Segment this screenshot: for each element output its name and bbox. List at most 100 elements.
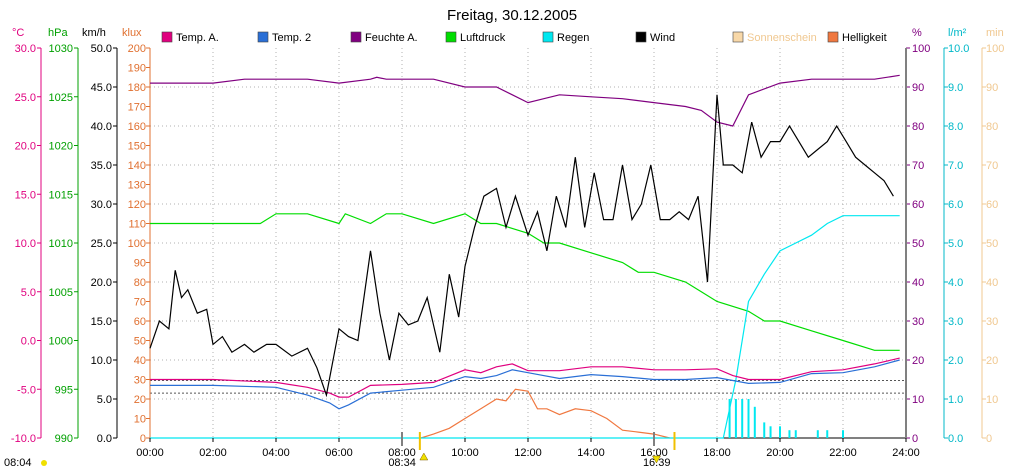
axis-unit-pressure: hPa <box>48 27 68 39</box>
series-line-feuchte-a <box>150 74 900 127</box>
y-tick-light: 70 <box>134 297 146 309</box>
x-tick-label: 08:00 <box>388 447 416 459</box>
x-tick-label: 00:00 <box>136 447 164 459</box>
y-tick-light: 50 <box>134 336 146 348</box>
y-tick-light: 100 <box>128 238 146 250</box>
y-tick-humidity: 10 <box>912 394 924 406</box>
axis-unit-sunshine: min <box>986 27 1004 39</box>
y-tick-rain: 9.0 <box>948 82 963 94</box>
y-tick-rain: 6.0 <box>948 199 963 211</box>
legend-label: Regen <box>557 32 589 44</box>
y-tick-pressure: 1015 <box>49 189 73 201</box>
y-tick-sunshine: 40 <box>986 277 998 289</box>
y-tick-light: 200 <box>128 43 146 55</box>
y-tick-sunshine: 50 <box>986 238 998 250</box>
y-tick-light: 150 <box>128 141 146 153</box>
axis-unit-rain: l/m² <box>948 27 967 39</box>
y-tick-pressure: 990 <box>55 433 73 445</box>
y-tick-light: 60 <box>134 316 146 328</box>
x-tick-label: 22:00 <box>829 447 857 459</box>
legend-item: Luftdruck <box>445 31 506 44</box>
y-tick-wind: 45.0 <box>91 82 112 94</box>
x-tick-label: 20:00 <box>766 447 794 459</box>
legend-label: Sonnenschein <box>747 32 817 44</box>
legend-label: Luftdruck <box>460 32 506 44</box>
legend-item: Wind <box>635 31 675 44</box>
y-tick-light: 10 <box>134 414 146 426</box>
y-tick-light: 90 <box>134 258 146 270</box>
legend-swatch <box>542 31 554 43</box>
legend-item: Temp. A. <box>161 31 219 44</box>
x-tick-label: 10:00 <box>451 447 479 459</box>
legend-item: Helligkeit <box>827 31 887 44</box>
x-tick-label: 16:00 <box>640 447 668 459</box>
y-tick-temp: 20.0 <box>15 141 36 153</box>
series-lines <box>149 74 900 439</box>
y-tick-rain: 10.0 <box>948 43 969 55</box>
y-tick-sunshine: 30 <box>986 316 998 328</box>
y-tick-rain: 1.0 <box>948 394 963 406</box>
y-tick-rain: 7.0 <box>948 160 963 172</box>
y-tick-temp: 25.0 <box>15 92 36 104</box>
y-tick-temp: -10.0 <box>11 433 36 445</box>
legend-label: Temp. A. <box>176 32 219 44</box>
y-tick-temp: 15.0 <box>15 189 36 201</box>
series-line-temp-2 <box>150 359 900 410</box>
sun-icon <box>41 460 47 466</box>
y-tick-pressure: 1005 <box>49 287 73 299</box>
y-tick-sunshine: 80 <box>986 121 998 133</box>
series-line-wind <box>149 94 894 398</box>
y-tick-humidity: 40 <box>912 277 924 289</box>
y-tick-rain: 4.0 <box>948 277 963 289</box>
legend-swatch <box>732 31 744 43</box>
axis-unit-wind: km/h <box>82 27 106 39</box>
y-tick-humidity: 0 <box>912 433 918 445</box>
y-tick-rain: 2.0 <box>948 355 963 367</box>
y-tick-temp: -5.0 <box>17 384 36 396</box>
x-tick-label: 18:00 <box>703 447 731 459</box>
y-tick-sunshine: 90 <box>986 82 998 94</box>
y-tick-pressure: 995 <box>55 384 73 396</box>
y-tick-sunshine: 70 <box>986 160 998 172</box>
y-tick-wind: 30.0 <box>91 199 112 211</box>
y-tick-light: 180 <box>128 82 146 94</box>
y-tick-sunshine: 60 <box>986 199 998 211</box>
y-tick-wind: 15.0 <box>91 316 112 328</box>
y-tick-humidity: 20 <box>912 355 924 367</box>
y-tick-light: 120 <box>128 199 146 211</box>
legend-label: Temp. 2 <box>272 32 311 44</box>
y-tick-humidity: 70 <box>912 160 924 172</box>
y-tick-pressure: 1000 <box>49 336 73 348</box>
y-tick-wind: 25.0 <box>91 238 112 250</box>
legend-swatch <box>635 31 647 43</box>
y-tick-humidity: 80 <box>912 121 924 133</box>
y-tick-light: 190 <box>128 63 146 75</box>
y-tick-wind: 20.0 <box>91 277 112 289</box>
y-tick-light: 140 <box>128 160 146 172</box>
y-tick-rain: 5.0 <box>948 238 963 250</box>
axis-unit-light: klux <box>122 27 142 39</box>
y-tick-light: 30 <box>134 375 146 387</box>
legend-swatch <box>445 31 457 43</box>
y-tick-light: 80 <box>134 277 146 289</box>
legend-swatch <box>350 31 362 43</box>
y-tick-temp: 5.0 <box>21 287 36 299</box>
legend-item: Regen <box>542 31 589 44</box>
x-tick-label: 24:00 <box>892 447 920 459</box>
y-tick-light: 110 <box>128 219 146 231</box>
series-line-temp-a <box>150 357 900 398</box>
x-tick-label: 12:00 <box>514 447 542 459</box>
sunrise-icon <box>419 452 429 461</box>
y-tick-humidity: 100 <box>912 43 930 55</box>
x-tick-label: 06:00 <box>325 447 353 459</box>
y-tick-wind: 10.0 <box>91 355 112 367</box>
y-tick-sunshine: 0 <box>986 433 992 445</box>
legend-label: Helligkeit <box>842 32 887 44</box>
y-tick-sunshine: 100 <box>986 43 1004 55</box>
y-tick-pressure: 1030 <box>49 43 73 55</box>
sunrise-time: 08:34 <box>388 457 416 468</box>
legend-swatch <box>257 31 269 43</box>
y-tick-temp: 30.0 <box>15 43 36 55</box>
y-axis-ticks: 30.025.020.015.010.05.00.0-5.0-10.010301… <box>11 43 1004 445</box>
